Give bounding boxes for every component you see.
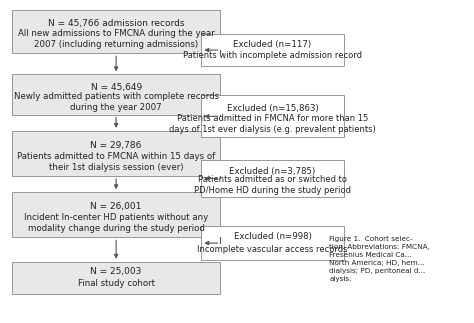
Text: Patients admitted to FMCNA within 15 days of
their 1st dialysis session (ever): Patients admitted to FMCNA within 15 day… [17,151,215,172]
Bar [12,10,220,53]
Text: Excluded (n=3,785): Excluded (n=3,785) [229,167,316,176]
Bar [12,262,220,294]
Bar [12,192,220,237]
Text: Excluded (n=117): Excluded (n=117) [234,40,311,49]
Text: N = 45,766 admission records: N = 45,766 admission records [48,19,184,28]
Bar [12,131,220,176]
Text: N = 29,786: N = 29,786 [91,141,142,150]
Bar [12,74,220,115]
Text: N = 26,001: N = 26,001 [91,202,142,211]
Text: Incomplete vascular access records: Incomplete vascular access records [197,245,348,254]
Text: All new admissions to FMCNA during the year
2007 (including returning admissions: All new admissions to FMCNA during the y… [18,29,215,49]
Bar [201,160,344,197]
Text: Newly admitted patients with complete records
during the year 2007: Newly admitted patients with complete re… [14,92,219,112]
Text: Patients admitted in FMCNA for more than 15
days of 1st ever dialysis (e.g. prev: Patients admitted in FMCNA for more than… [169,114,376,134]
Text: Incident In-center HD patients without any
modality change during the study peri: Incident In-center HD patients without a… [24,213,208,233]
Text: N = 45,649: N = 45,649 [91,83,142,92]
Bar [201,95,344,137]
Text: Final study cohort: Final study cohort [78,279,155,288]
Text: Patients admitted as or switched to
PD/Home HD during the study period: Patients admitted as or switched to PD/H… [194,175,351,195]
Text: Patients with incomplete admission record: Patients with incomplete admission recor… [183,51,362,60]
Text: Excluded (n=15,863): Excluded (n=15,863) [227,104,319,113]
Text: Figure 1.  Cohort selec-
tion. Abbreviations: FMCNA,
Fresenius Medical Ca...
Nor: Figure 1. Cohort selec- tion. Abbreviati… [329,236,430,282]
Bar [201,34,344,66]
Text: N = 25,003: N = 25,003 [91,267,142,276]
Bar [201,226,344,260]
Text: Excluded (n=998): Excluded (n=998) [234,233,311,242]
